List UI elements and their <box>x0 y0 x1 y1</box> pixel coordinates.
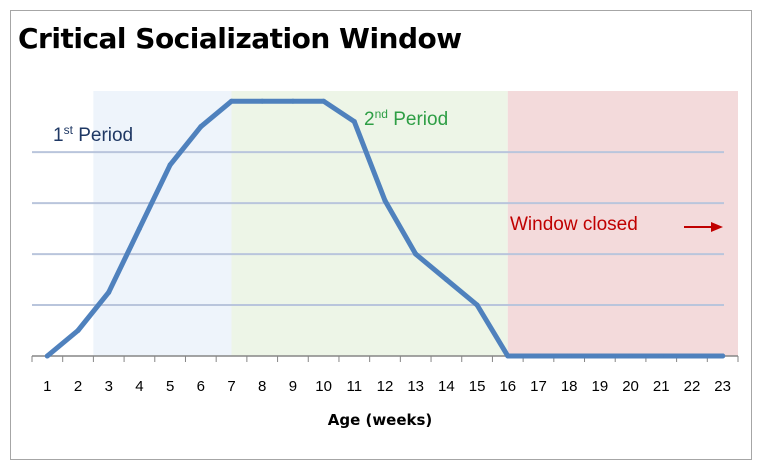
data-point <box>44 353 50 359</box>
x-tick-label: 15 <box>469 378 486 395</box>
region-second-period <box>231 91 508 356</box>
x-axis-label: Age (weeks) <box>328 411 433 429</box>
x-tick-label: 8 <box>258 378 266 395</box>
data-point <box>505 353 511 359</box>
x-tick-label: 7 <box>227 378 235 395</box>
x-tick-label: 22 <box>684 378 701 395</box>
data-point <box>566 353 572 359</box>
data-point <box>259 98 265 104</box>
x-tick-label: 5 <box>166 378 174 395</box>
data-point <box>413 251 419 257</box>
data-point <box>658 353 664 359</box>
x-tick-label: 21 <box>653 378 670 395</box>
data-point <box>290 98 296 104</box>
data-point <box>351 119 357 125</box>
x-tick-label: 3 <box>105 378 113 395</box>
data-point <box>720 353 726 359</box>
x-tick-label: 9 <box>289 378 297 395</box>
x-tick-label: 18 <box>561 378 578 395</box>
data-point <box>198 124 204 130</box>
data-point <box>382 198 388 204</box>
x-tick-label: 2 <box>74 378 82 395</box>
x-tick-label: 6 <box>197 378 205 395</box>
x-tick-label: 17 <box>530 378 547 395</box>
data-point <box>75 328 81 334</box>
data-point <box>229 98 235 104</box>
data-point <box>443 277 449 283</box>
region-window-closed <box>507 91 738 356</box>
x-tick-label: 11 <box>347 378 363 395</box>
x-tick-label: 1 <box>43 378 51 395</box>
region-first-period <box>93 91 232 356</box>
x-tick-label: 13 <box>407 378 424 395</box>
data-point <box>474 302 480 308</box>
data-point <box>628 353 634 359</box>
x-tick-label: 4 <box>135 378 143 395</box>
region-label-second-period: 2nd Period <box>364 107 448 130</box>
x-tick-label: 12 <box>377 378 394 395</box>
x-tick-label: 14 <box>438 378 455 395</box>
region-label-window-closed: Window closed <box>510 214 638 235</box>
arrow-head-icon <box>711 222 723 232</box>
data-point <box>689 353 695 359</box>
data-point <box>321 98 327 104</box>
x-tick-label: 23 <box>714 378 731 395</box>
x-tick-label: 19 <box>592 378 609 395</box>
data-point <box>136 226 142 232</box>
x-tick-label: 16 <box>499 378 516 395</box>
region-label-first-period: 1st Period <box>53 123 133 146</box>
chart-title: Critical Socialization Window <box>18 22 462 55</box>
x-tick-label: 20 <box>622 378 639 395</box>
x-tick-label: 10 <box>315 378 332 395</box>
data-point <box>535 353 541 359</box>
data-point <box>597 353 603 359</box>
data-point <box>106 289 112 295</box>
data-point <box>167 162 173 168</box>
